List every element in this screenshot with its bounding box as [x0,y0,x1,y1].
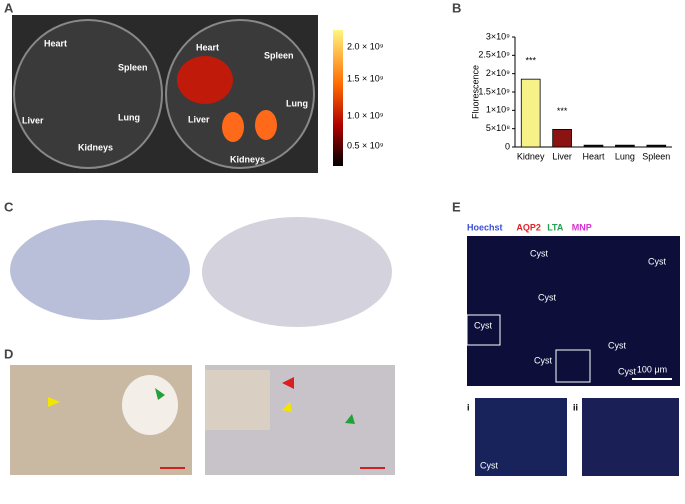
x-tick-label: Liver [552,151,572,161]
colorbar-label: 2.0 × 10⁹ [347,41,384,51]
cyst [205,370,270,430]
cyst-label: Cyst [618,366,636,376]
organ-label: Lung [118,112,140,122]
bar [520,78,541,148]
organ-label: Heart [196,42,219,52]
inset-box [555,349,591,383]
y-tick-label: 5×10⁸ [486,123,510,133]
bar [583,144,604,148]
x-tick-label: Lung [615,151,635,161]
cyst-label: Cyst [608,340,626,350]
cyst-label: Cyst [538,292,556,302]
fluorescence-image [467,236,680,386]
channel-label: AQP2 [516,222,541,232]
y-tick-label: 0 [505,141,510,151]
kidney-signal [255,110,277,140]
y-tick-label: 2.5×10⁹ [478,50,510,60]
organ-label: Liver [22,115,44,125]
arrow [345,414,355,424]
y-tick-label: 1.5×10⁹ [478,86,510,96]
channel-label: LTA [547,222,564,232]
dish [13,19,163,169]
kidney-section [10,220,190,320]
inset-image [582,398,679,476]
kidney-section [202,217,392,327]
significance: *** [525,56,536,66]
significance: *** [557,106,568,116]
x-tick-label: Spleen [642,151,670,161]
panel-label: A [4,0,14,15]
bar [615,144,635,148]
panel-label: C [4,199,14,214]
bar [646,144,667,148]
cyst [122,375,178,435]
inset-image [475,398,567,476]
channel-label: MNP [572,222,592,232]
colorbar [333,30,343,166]
colorbar-label: 1.5 × 10⁹ [347,73,384,83]
channel-label: Hoechst [467,222,503,232]
liver-signal [177,56,233,104]
y-tick-label: 1×10⁹ [486,105,510,115]
panel-label: B [452,0,461,15]
inset-cyst-label: Cyst [480,460,498,470]
organ-label: Spleen [264,50,294,60]
panel-label: E [452,199,461,214]
organ-label: Spleen [118,62,148,72]
cyst-label: Cyst [530,248,548,258]
organ-label: Kidneys [230,154,265,164]
y-axis-label: Fluorescence [470,65,480,119]
y-tick-label: 3×10⁹ [486,31,510,41]
cyst-label: Cyst [474,320,492,330]
arrow [48,397,60,407]
inset-label: i [467,402,470,412]
arrow [282,377,294,389]
organ-label: Lung [286,98,308,108]
scale-bar-label: 100 μm [637,364,667,374]
colorbar-label: 1.0 × 10⁹ [347,110,384,120]
panel-label: D [4,346,13,361]
cyst-label: Cyst [534,355,552,365]
x-tick-label: Heart [582,151,605,161]
y-tick-label: 2×10⁹ [486,68,510,78]
organ-label: Liver [188,114,210,124]
x-tick-label: Kidney [517,151,545,161]
bar [552,128,572,148]
inset-box [466,314,501,346]
organ-label: Heart [44,38,67,48]
colorbar-label: 0.5 × 10⁹ [347,140,384,150]
inset-label: ii [573,402,578,412]
cyst-label: Cyst [648,256,666,266]
arrow [155,388,165,400]
arrow [282,402,292,412]
kidney-signal [222,112,244,142]
organ-label: Kidneys [78,142,113,152]
